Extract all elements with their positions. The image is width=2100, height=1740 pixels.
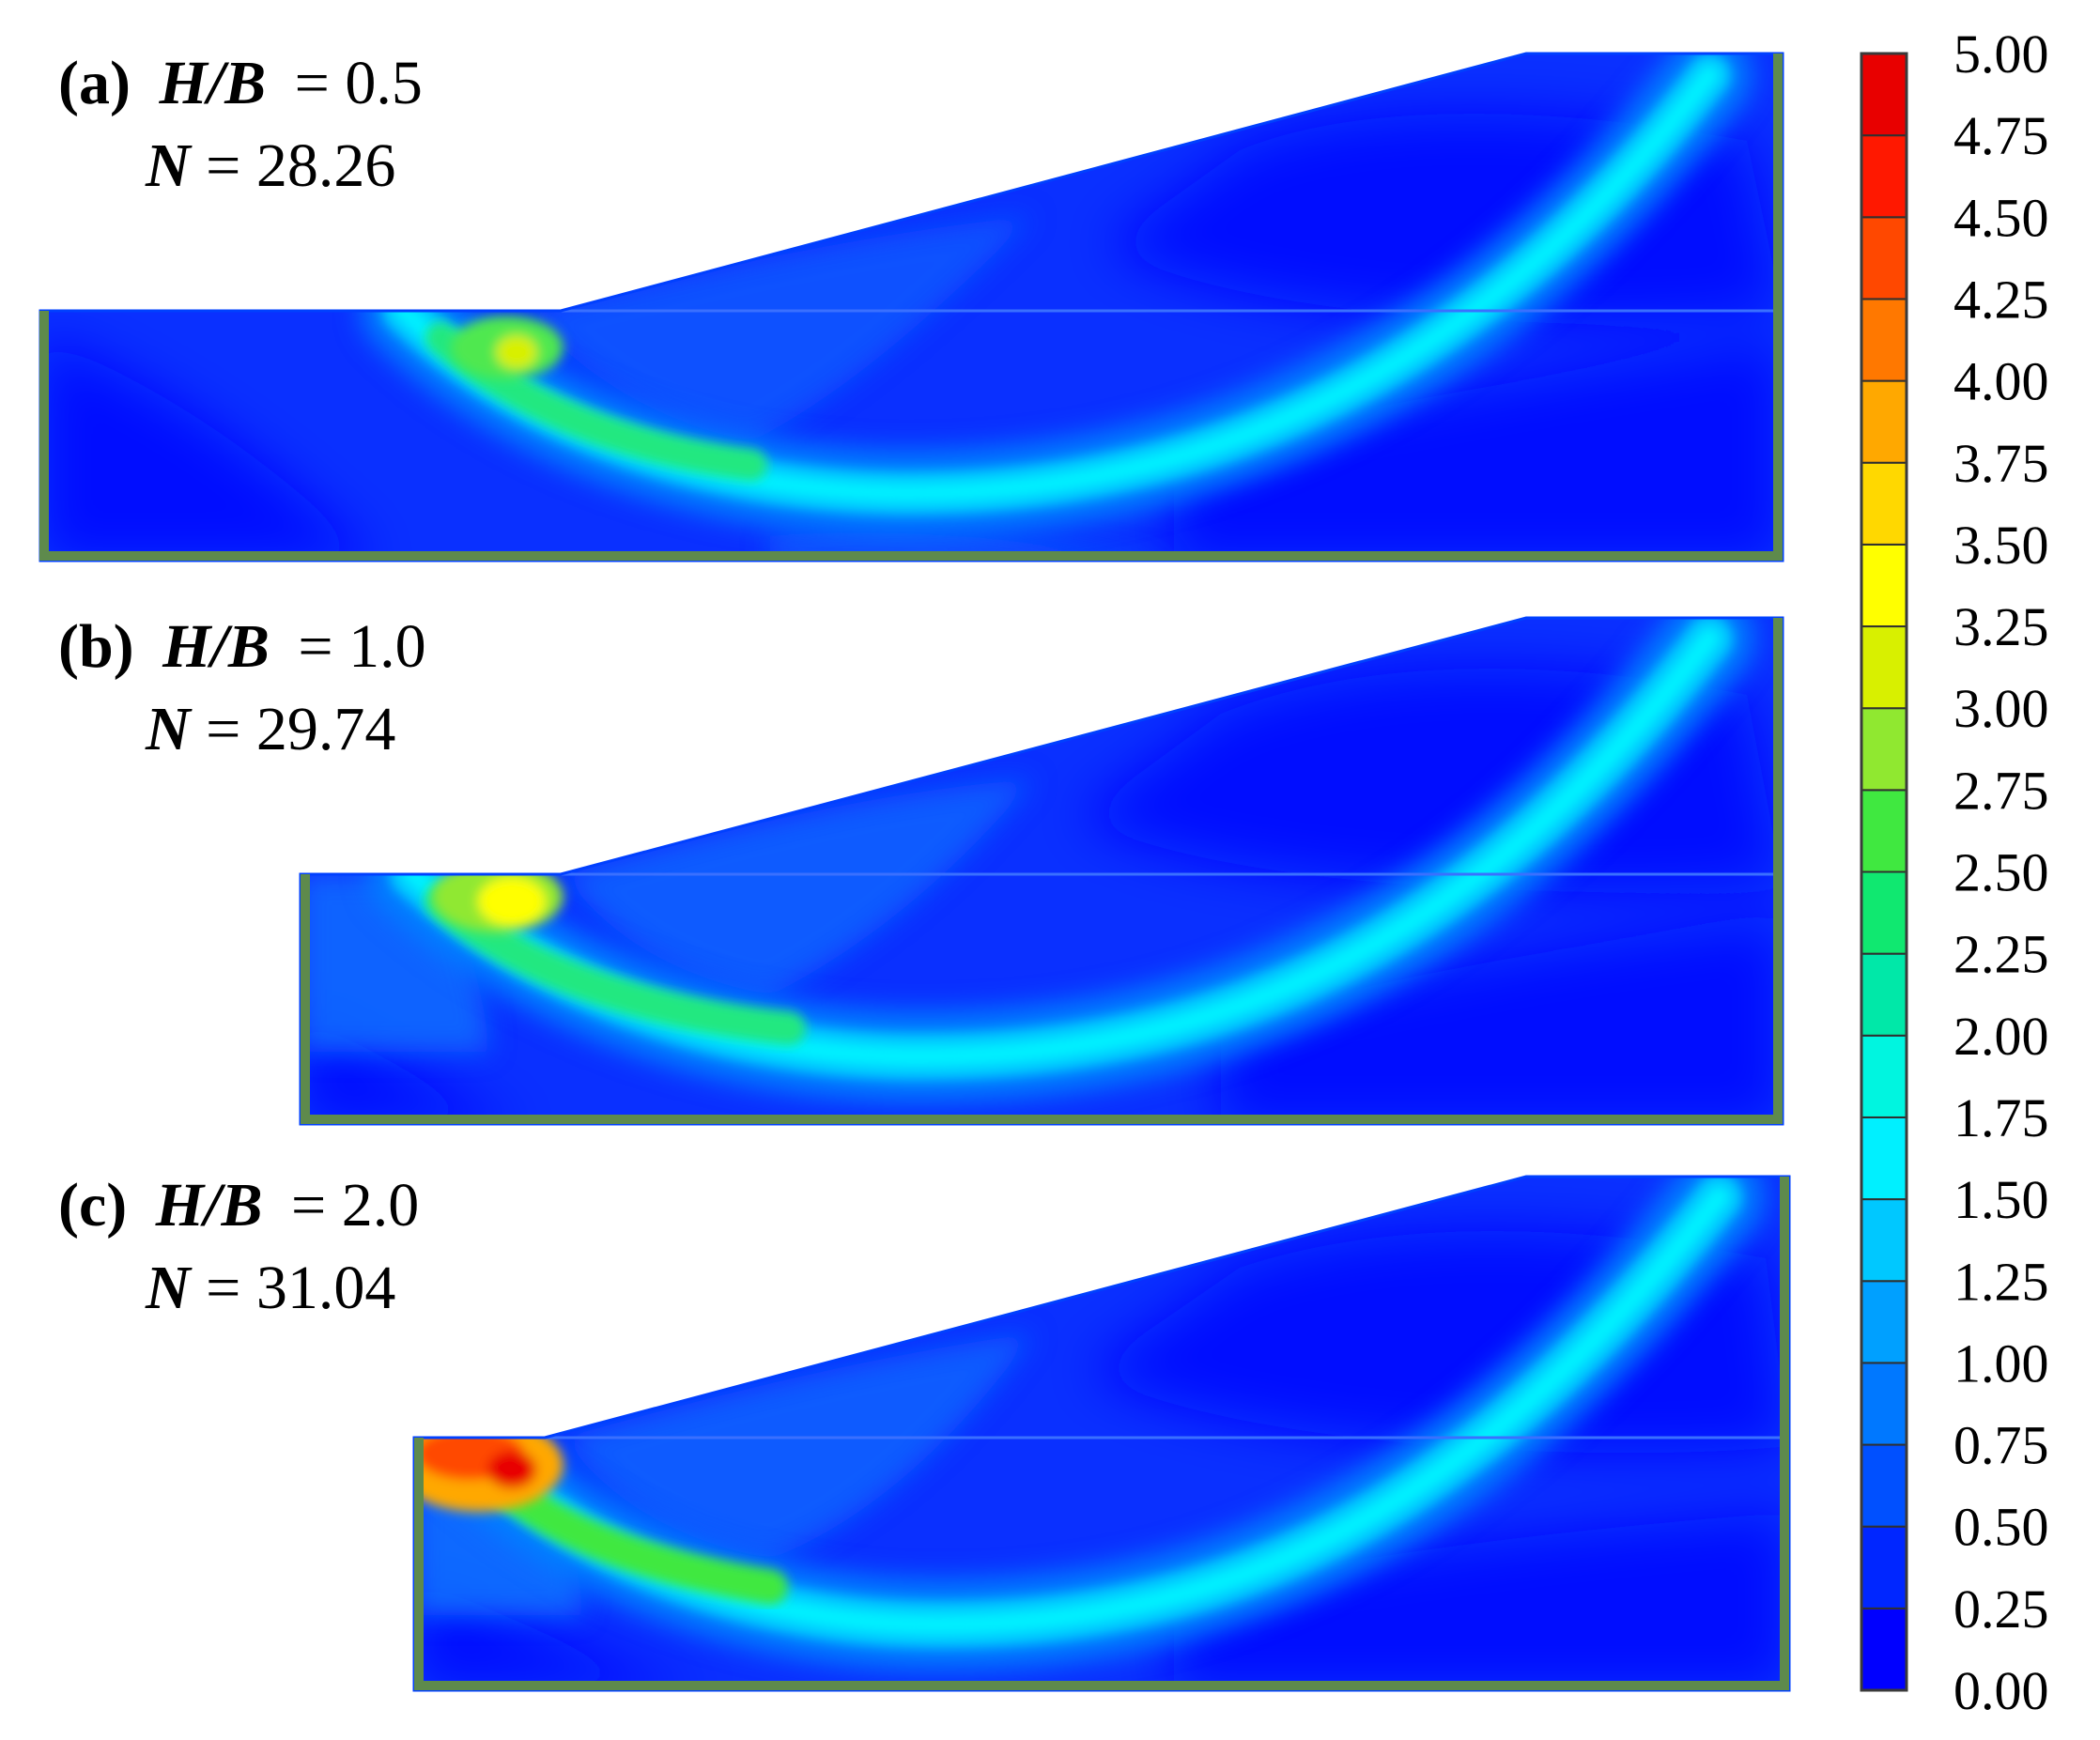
contour-panel-b bbox=[299, 616, 1784, 1126]
colorbar-swatch bbox=[1861, 1607, 1907, 1691]
colorbar: 5.00 4.75 4.50 4.25 4.00 3.75 3.50 3.25 3.00 2.75… bbox=[1860, 23, 2049, 1721]
colorbar-tick-label: 2.00 bbox=[1953, 1006, 2049, 1067]
colorbar-swatch bbox=[1861, 952, 1907, 1037]
colorbar-tick-label: 4.50 bbox=[1953, 187, 2049, 248]
colorbar-tick-label: 4.75 bbox=[1953, 105, 2049, 166]
colorbar-swatch bbox=[1861, 1198, 1907, 1283]
panel-c-n-label: N = 31.04 bbox=[145, 1254, 395, 1322]
colorbar-swatches bbox=[1861, 53, 1907, 1691]
colorbar-tick-label: 3.50 bbox=[1953, 515, 2049, 576]
colorbar-tick-label: 1.75 bbox=[1953, 1087, 2049, 1148]
colorbar-tick-label: 2.50 bbox=[1953, 842, 2049, 903]
colorbar-swatch bbox=[1861, 625, 1907, 710]
colorbar-tick-label: 5.00 bbox=[1953, 23, 2049, 85]
colorbar-tick-label: 4.00 bbox=[1953, 351, 2049, 412]
panel-c-ratio-label: (c) H/B = 2.0 bbox=[58, 1171, 419, 1240]
panel-a-hotspot bbox=[451, 316, 564, 379]
panel-b-boundary bbox=[301, 618, 1783, 1124]
colorbar-swatch bbox=[1861, 1034, 1907, 1118]
colorbar-tick-label: 1.25 bbox=[1953, 1251, 2049, 1312]
panel-a-boundary bbox=[39, 54, 1783, 561]
panel-labels: (a) H/B = 0.5 N = 28.26 (b) H/B = 1.0 N … bbox=[58, 49, 426, 1322]
colorbar-swatch bbox=[1861, 1116, 1907, 1201]
colorbar-tick-label: 1.00 bbox=[1953, 1332, 2049, 1394]
colorbar-tick-label: 0.25 bbox=[1953, 1578, 2049, 1640]
colorbar-swatch bbox=[1861, 1525, 1907, 1609]
colorbar-swatch bbox=[1861, 461, 1907, 546]
panel-b-ratio-label: (b) H/B = 1.0 bbox=[58, 612, 426, 681]
colorbar-swatch bbox=[1861, 1443, 1907, 1528]
colorbar-tick-label: 1.50 bbox=[1953, 1169, 2049, 1230]
colorbar-swatch bbox=[1861, 543, 1907, 628]
colorbar-tick-label: 3.25 bbox=[1953, 596, 2049, 657]
colorbar-swatch bbox=[1861, 379, 1907, 464]
colorbar-tick-label: 3.75 bbox=[1953, 433, 2049, 494]
colorbar-tick-label: 2.25 bbox=[1953, 924, 2049, 985]
colorbar-swatch bbox=[1861, 789, 1907, 873]
colorbar-tick-label: 0.50 bbox=[1953, 1497, 2049, 1558]
colorbar-ticks: 5.00 4.75 4.50 4.25 4.00 3.75 3.50 3.25 3.00 2.75… bbox=[1953, 23, 2049, 1721]
colorbar-tick-label: 0.75 bbox=[1953, 1415, 2049, 1476]
colorbar-tick-label: 4.25 bbox=[1953, 269, 2049, 330]
colorbar-swatch bbox=[1861, 870, 1907, 955]
colorbar-swatch bbox=[1861, 707, 1907, 792]
colorbar-tick-label: 2.75 bbox=[1953, 760, 2049, 821]
colorbar-swatch bbox=[1861, 1362, 1907, 1446]
panel-c-hotspot bbox=[414, 1418, 564, 1512]
panel-a-n-label: N = 28.26 bbox=[145, 131, 395, 200]
colorbar-swatch bbox=[1861, 216, 1907, 300]
colorbar-swatch bbox=[1861, 1280, 1907, 1364]
colorbar-swatch bbox=[1861, 298, 1907, 382]
colorbar-swatch bbox=[1861, 53, 1907, 137]
panel-b-n-label: N = 29.74 bbox=[145, 695, 395, 763]
colorbar-swatch bbox=[1861, 134, 1907, 219]
colorbar-tick-label: 0.00 bbox=[1953, 1660, 2049, 1721]
panel-a-ratio-label: (a) H/B = 0.5 bbox=[58, 49, 423, 117]
panel-c-boundary bbox=[414, 1177, 1789, 1690]
colorbar-tick-label: 3.00 bbox=[1953, 678, 2049, 739]
colorbar-frame bbox=[1860, 52, 1908, 1692]
panel-b-hotspot bbox=[432, 861, 564, 932]
panel-c-shear-band bbox=[425, 1177, 1764, 1670]
